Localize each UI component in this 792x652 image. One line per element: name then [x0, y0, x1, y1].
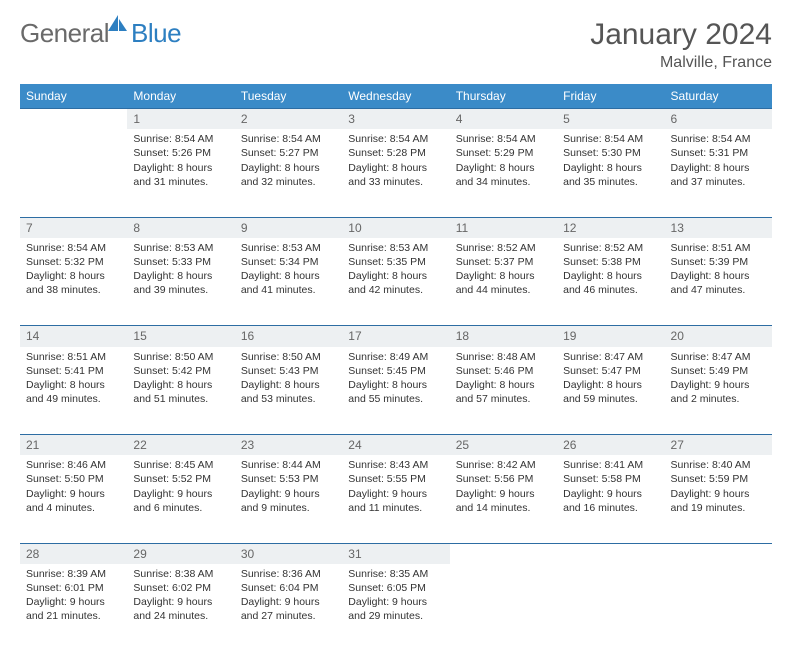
day-content-cell: [450, 564, 557, 652]
day-content-cell: Sunrise: 8:50 AM Sunset: 5:43 PM Dayligh…: [235, 347, 342, 435]
day-content-cell: Sunrise: 8:54 AM Sunset: 5:31 PM Dayligh…: [665, 129, 772, 217]
day-content-cell: Sunrise: 8:53 AM Sunset: 5:33 PM Dayligh…: [127, 238, 234, 326]
month-title: January 2024: [590, 18, 772, 52]
day-number-cell: 4: [450, 109, 557, 130]
day-number-row: 14151617181920: [20, 326, 772, 347]
day-number-cell: 22: [127, 435, 234, 456]
day-number-cell: 28: [20, 543, 127, 564]
day-content-cell: Sunrise: 8:54 AM Sunset: 5:32 PM Dayligh…: [20, 238, 127, 326]
weekday-header-row: Sunday Monday Tuesday Wednesday Thursday…: [20, 84, 772, 109]
day-content-cell: Sunrise: 8:42 AM Sunset: 5:56 PM Dayligh…: [450, 455, 557, 543]
day-number-cell: [665, 543, 772, 564]
day-number-cell: 2: [235, 109, 342, 130]
day-number-cell: 3: [342, 109, 449, 130]
day-content-cell: Sunrise: 8:36 AM Sunset: 6:04 PM Dayligh…: [235, 564, 342, 652]
day-number-cell: 21: [20, 435, 127, 456]
day-number-cell: 31: [342, 543, 449, 564]
day-content-cell: Sunrise: 8:41 AM Sunset: 5:58 PM Dayligh…: [557, 455, 664, 543]
day-content-cell: Sunrise: 8:43 AM Sunset: 5:55 PM Dayligh…: [342, 455, 449, 543]
day-content-cell: [20, 129, 127, 217]
day-content-cell: Sunrise: 8:54 AM Sunset: 5:28 PM Dayligh…: [342, 129, 449, 217]
day-content-row: Sunrise: 8:54 AM Sunset: 5:26 PM Dayligh…: [20, 129, 772, 217]
day-number-cell: 24: [342, 435, 449, 456]
day-content-cell: Sunrise: 8:38 AM Sunset: 6:02 PM Dayligh…: [127, 564, 234, 652]
day-number-cell: 14: [20, 326, 127, 347]
day-content-cell: [665, 564, 772, 652]
day-number-cell: 15: [127, 326, 234, 347]
weekday-header: Thursday: [450, 84, 557, 109]
day-content-cell: Sunrise: 8:50 AM Sunset: 5:42 PM Dayligh…: [127, 347, 234, 435]
logo-sail-icon: [107, 14, 129, 37]
day-number-cell: 12: [557, 217, 664, 238]
day-content-cell: Sunrise: 8:52 AM Sunset: 5:38 PM Dayligh…: [557, 238, 664, 326]
day-number-cell: [20, 109, 127, 130]
day-number-row: 28293031: [20, 543, 772, 564]
day-content-cell: Sunrise: 8:54 AM Sunset: 5:30 PM Dayligh…: [557, 129, 664, 217]
day-number-cell: 9: [235, 217, 342, 238]
day-number-cell: 11: [450, 217, 557, 238]
day-number-cell: 8: [127, 217, 234, 238]
day-number-cell: 10: [342, 217, 449, 238]
day-number-cell: 27: [665, 435, 772, 456]
day-content-cell: Sunrise: 8:53 AM Sunset: 5:34 PM Dayligh…: [235, 238, 342, 326]
weekday-header: Tuesday: [235, 84, 342, 109]
day-content-cell: Sunrise: 8:51 AM Sunset: 5:39 PM Dayligh…: [665, 238, 772, 326]
day-number-cell: 17: [342, 326, 449, 347]
day-number-cell: 1: [127, 109, 234, 130]
day-content-cell: Sunrise: 8:47 AM Sunset: 5:47 PM Dayligh…: [557, 347, 664, 435]
day-content-cell: Sunrise: 8:53 AM Sunset: 5:35 PM Dayligh…: [342, 238, 449, 326]
day-content-cell: Sunrise: 8:46 AM Sunset: 5:50 PM Dayligh…: [20, 455, 127, 543]
day-number-cell: [557, 543, 664, 564]
day-content-cell: Sunrise: 8:35 AM Sunset: 6:05 PM Dayligh…: [342, 564, 449, 652]
day-content-cell: Sunrise: 8:54 AM Sunset: 5:26 PM Dayligh…: [127, 129, 234, 217]
day-number-cell: 25: [450, 435, 557, 456]
day-content-row: Sunrise: 8:54 AM Sunset: 5:32 PM Dayligh…: [20, 238, 772, 326]
day-number-cell: 30: [235, 543, 342, 564]
day-number-cell: 6: [665, 109, 772, 130]
title-block: January 2024 Malville, France: [590, 18, 772, 72]
weekday-header: Wednesday: [342, 84, 449, 109]
day-number-cell: 20: [665, 326, 772, 347]
day-content-cell: Sunrise: 8:45 AM Sunset: 5:52 PM Dayligh…: [127, 455, 234, 543]
weekday-header: Saturday: [665, 84, 772, 109]
day-number-cell: 18: [450, 326, 557, 347]
day-number-cell: 26: [557, 435, 664, 456]
logo-text-general: General: [20, 18, 109, 49]
calendar-table: Sunday Monday Tuesday Wednesday Thursday…: [20, 84, 772, 652]
weekday-header: Monday: [127, 84, 234, 109]
day-number-cell: 29: [127, 543, 234, 564]
day-content-row: Sunrise: 8:51 AM Sunset: 5:41 PM Dayligh…: [20, 347, 772, 435]
day-content-cell: Sunrise: 8:48 AM Sunset: 5:46 PM Dayligh…: [450, 347, 557, 435]
day-content-row: Sunrise: 8:39 AM Sunset: 6:01 PM Dayligh…: [20, 564, 772, 652]
day-content-cell: Sunrise: 8:49 AM Sunset: 5:45 PM Dayligh…: [342, 347, 449, 435]
day-number-cell: 19: [557, 326, 664, 347]
day-number-cell: 7: [20, 217, 127, 238]
day-content-cell: Sunrise: 8:40 AM Sunset: 5:59 PM Dayligh…: [665, 455, 772, 543]
day-content-cell: [557, 564, 664, 652]
weekday-header: Friday: [557, 84, 664, 109]
day-number-cell: 13: [665, 217, 772, 238]
day-content-cell: Sunrise: 8:54 AM Sunset: 5:27 PM Dayligh…: [235, 129, 342, 217]
day-content-cell: Sunrise: 8:47 AM Sunset: 5:49 PM Dayligh…: [665, 347, 772, 435]
day-number-row: 123456: [20, 109, 772, 130]
header: General Blue January 2024 Malville, Fran…: [20, 18, 772, 72]
day-content-cell: Sunrise: 8:39 AM Sunset: 6:01 PM Dayligh…: [20, 564, 127, 652]
day-content-cell: Sunrise: 8:51 AM Sunset: 5:41 PM Dayligh…: [20, 347, 127, 435]
day-content-cell: Sunrise: 8:44 AM Sunset: 5:53 PM Dayligh…: [235, 455, 342, 543]
logo-text-blue: Blue: [131, 18, 181, 49]
day-number-cell: [450, 543, 557, 564]
day-number-row: 78910111213: [20, 217, 772, 238]
day-number-cell: 16: [235, 326, 342, 347]
day-number-cell: 23: [235, 435, 342, 456]
weekday-header: Sunday: [20, 84, 127, 109]
logo: General Blue: [20, 18, 181, 49]
day-content-row: Sunrise: 8:46 AM Sunset: 5:50 PM Dayligh…: [20, 455, 772, 543]
day-content-cell: Sunrise: 8:52 AM Sunset: 5:37 PM Dayligh…: [450, 238, 557, 326]
day-content-cell: Sunrise: 8:54 AM Sunset: 5:29 PM Dayligh…: [450, 129, 557, 217]
location: Malville, France: [590, 54, 772, 72]
day-number-row: 21222324252627: [20, 435, 772, 456]
day-number-cell: 5: [557, 109, 664, 130]
